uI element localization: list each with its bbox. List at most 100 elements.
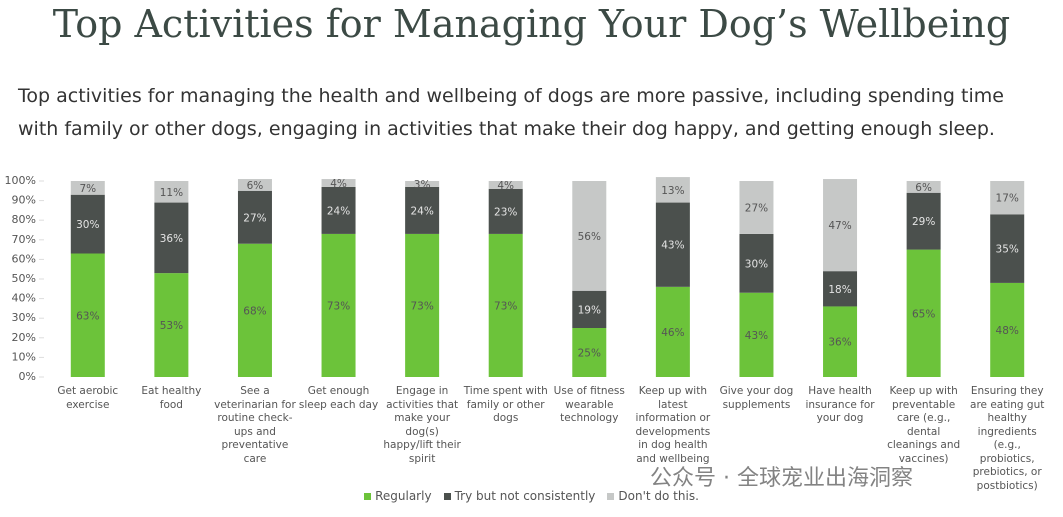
data-label: 29% xyxy=(912,216,935,228)
bar-segment xyxy=(990,282,1025,377)
data-label: 68% xyxy=(243,305,266,317)
data-label: 11% xyxy=(160,187,183,199)
data-label: 36% xyxy=(160,233,183,245)
x-tick-label: Keep up with latest information or devel… xyxy=(635,385,711,465)
data-label: 73% xyxy=(327,300,350,312)
chart-title: Top Activities for Managing Your Dog’s W… xyxy=(52,2,1011,46)
data-label: 65% xyxy=(912,308,935,320)
legend-label: Regularly xyxy=(375,489,432,503)
x-tick-label: Get aerobic exercise xyxy=(57,385,119,411)
bar-segment xyxy=(488,233,523,377)
bar-segment xyxy=(237,190,272,244)
legend-item: Regularly xyxy=(364,489,432,503)
data-label: 30% xyxy=(745,258,768,270)
y-tick-label: 90% xyxy=(12,194,36,207)
data-label: 3% xyxy=(414,179,431,191)
y-tick-label: 60% xyxy=(12,252,36,265)
bar-segment xyxy=(237,179,272,191)
chart-subtitle: Top activities for managing the health a… xyxy=(18,85,1004,140)
legend-label: Try but not consistently xyxy=(454,489,596,503)
bar-segment xyxy=(906,192,941,250)
data-label: 4% xyxy=(330,178,347,190)
y-tick-label: 40% xyxy=(12,292,36,305)
data-label: 47% xyxy=(828,220,851,232)
watermark: 公众号 · 全球宠业出海洞察 xyxy=(650,466,913,491)
bar-segment xyxy=(655,177,690,203)
bar-segment xyxy=(823,179,858,272)
bar-segment xyxy=(70,181,105,195)
bar-segment xyxy=(572,290,607,328)
data-label: 13% xyxy=(661,185,684,197)
x-tick-label: Engage in activities that make your dog(… xyxy=(383,385,461,465)
x-tick-label: Get enough sleep each day xyxy=(298,385,379,411)
data-label: 48% xyxy=(996,325,1019,337)
y-tick-label: 50% xyxy=(12,272,36,285)
bar-segment xyxy=(405,186,440,234)
bar-segment xyxy=(572,181,607,291)
data-label: 6% xyxy=(915,182,932,194)
data-label: 43% xyxy=(661,240,684,252)
bar-segment xyxy=(739,181,774,234)
data-label: 46% xyxy=(661,327,684,339)
bar-segment xyxy=(655,286,690,377)
bar-segment xyxy=(488,181,523,189)
data-label: 24% xyxy=(327,205,350,217)
legend-swatch xyxy=(607,493,615,500)
legend: Regularly Try but not consistently Don't d… xyxy=(0,489,1063,503)
bar-segment xyxy=(823,271,858,307)
data-label: 73% xyxy=(410,300,433,312)
x-tick-label: Time spent with family or other dogs xyxy=(463,385,548,424)
bar-segment xyxy=(823,306,858,377)
bar-segment xyxy=(237,243,272,377)
data-label: 36% xyxy=(828,337,851,349)
data-label: 19% xyxy=(578,304,601,316)
data-label: 53% xyxy=(160,320,183,332)
legend-swatch xyxy=(364,493,372,500)
data-label: 25% xyxy=(578,348,601,360)
bar-segment xyxy=(990,181,1025,215)
bar-segment xyxy=(739,292,774,377)
data-label: 23% xyxy=(494,206,517,218)
bar-segment xyxy=(70,253,105,377)
data-label: 7% xyxy=(79,183,96,195)
y-tick-label: 80% xyxy=(12,213,36,226)
bar-segment xyxy=(488,188,523,234)
x-tick-label: Ensuring they are eating gut healthy ing… xyxy=(970,385,1045,492)
bar-segment xyxy=(154,181,189,203)
y-tick-label: 10% xyxy=(12,350,36,363)
x-tick-label: Keep up with preventable care (e.g., den… xyxy=(887,385,961,465)
data-label: 27% xyxy=(243,212,266,224)
bar-segment xyxy=(572,328,607,377)
bar-segment xyxy=(405,181,440,187)
y-tick-label: 20% xyxy=(12,331,36,344)
bar-segment xyxy=(154,273,189,377)
data-label: 43% xyxy=(745,330,768,342)
bar-segment xyxy=(405,233,440,377)
data-label: 4% xyxy=(497,180,514,192)
x-tick-label: Use of fitness wearable technology xyxy=(553,385,625,424)
legend-swatch xyxy=(443,493,451,500)
bar-segment xyxy=(321,179,356,187)
data-label: 73% xyxy=(494,300,517,312)
y-tick-label: 100% xyxy=(5,174,36,187)
data-label: 17% xyxy=(996,193,1019,205)
data-label: 18% xyxy=(828,284,851,296)
bar-segment xyxy=(70,194,105,254)
data-label: 56% xyxy=(578,231,601,243)
bar-segment xyxy=(655,202,690,287)
y-tick-label: 70% xyxy=(12,233,36,246)
x-tick-label: See a veterinarian for routine check-ups… xyxy=(214,385,296,465)
data-label: 35% xyxy=(996,244,1019,256)
bar-segment xyxy=(321,233,356,377)
data-label: 24% xyxy=(410,205,433,217)
bar-segment xyxy=(739,233,774,293)
bar-segment xyxy=(906,181,941,193)
bar-segment xyxy=(321,186,356,234)
legend-item: Try but not consistently xyxy=(443,489,596,503)
y-tick-label: 30% xyxy=(12,311,36,324)
data-label: 6% xyxy=(247,180,264,192)
legend-label: Don't do this. xyxy=(618,489,699,503)
bar-segment xyxy=(990,214,1025,283)
